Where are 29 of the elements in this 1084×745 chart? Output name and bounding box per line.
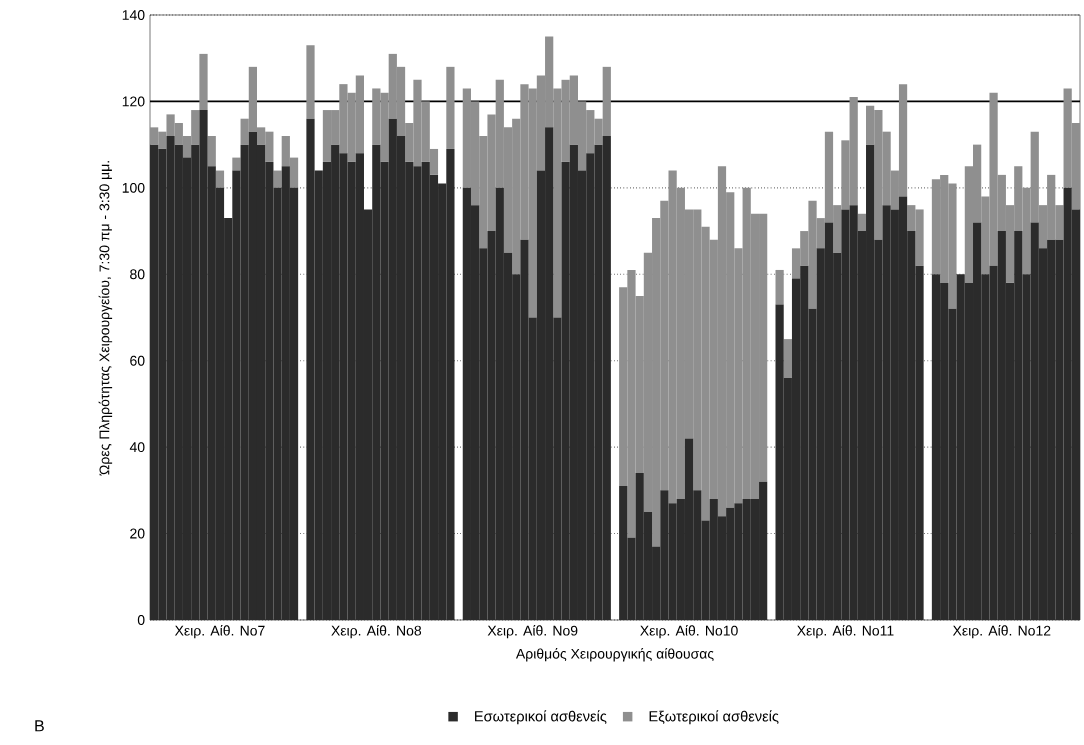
bar (273, 170, 282, 188)
x-tick-label: Χειρ. Αίθ. No12 (952, 624, 1051, 639)
bar (306, 45, 315, 119)
x-tick-label: Χειρ. Αίθ. No10 (640, 624, 738, 639)
bar (775, 269, 784, 305)
y-tick-label: 20 (130, 528, 145, 539)
bar (199, 53, 208, 111)
legend-label: Εξωτερικοί ασθενείς (649, 710, 779, 725)
y-tick-label: 140 (122, 10, 145, 20)
y-tick-label: 120 (122, 96, 145, 107)
y-tick-label: 80 (130, 269, 145, 280)
bar (232, 157, 241, 171)
bar (446, 66, 455, 149)
x-tick-label: Χειρ. Αίθ. No7 (174, 624, 265, 639)
x-axis-title: Αριθμός Χειρουργικής αίθουσας (515, 647, 714, 662)
y-tick-label: 0 (137, 615, 145, 625)
y-tick-label: 60 (130, 355, 145, 366)
y-tick-label: 100 (122, 182, 145, 193)
bar (857, 213, 867, 232)
y-axis-title: Ώρες Πληρότητας Χειρουργείου, 7:30 πμ - 3:30 μμ. (98, 161, 113, 476)
y-tick-label: 40 (129, 442, 145, 453)
x-tick-label: Χειρ. Αίθ. No9 (487, 624, 578, 639)
legend-label: Εσωτερικοί ασθενείς (475, 710, 607, 725)
bar (207, 135, 216, 167)
x-tick-label: Χειρ. Αίθ. No11 (797, 624, 894, 639)
text: B (35, 720, 44, 732)
bar (783, 339, 792, 378)
x-tick-label: Χειρ. Αίθ. No8 (331, 624, 422, 639)
bar (215, 170, 225, 188)
